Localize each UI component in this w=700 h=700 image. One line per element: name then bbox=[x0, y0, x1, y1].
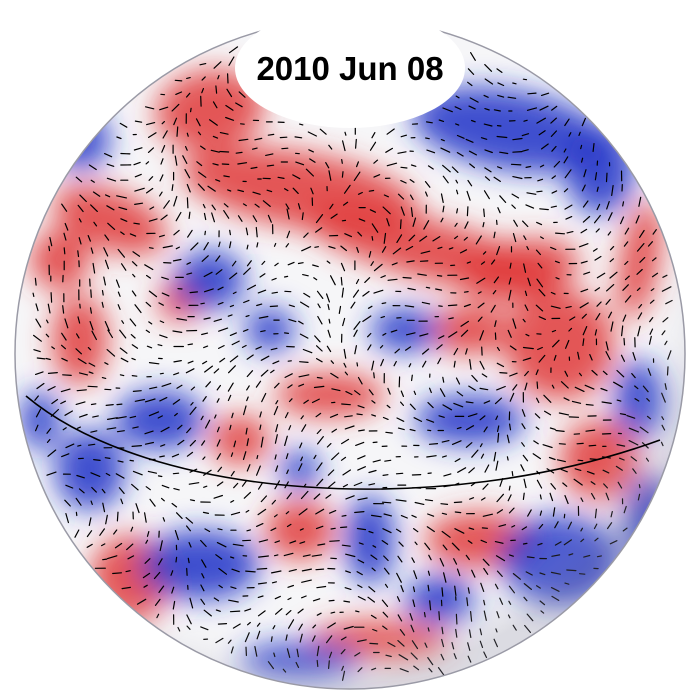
sphere-shading bbox=[15, 19, 685, 689]
equator-line bbox=[25, 395, 661, 490]
date-label: 2010 Jun 08 bbox=[256, 50, 443, 87]
sphere-surface bbox=[15, 19, 685, 689]
date-label-badge: 2010 Jun 08 bbox=[235, 8, 465, 128]
date-label-background bbox=[235, 8, 465, 128]
